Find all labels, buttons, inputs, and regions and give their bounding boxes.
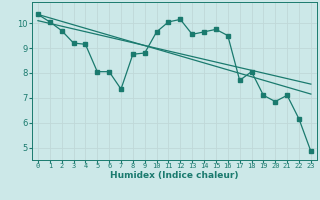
X-axis label: Humidex (Indice chaleur): Humidex (Indice chaleur)	[110, 171, 239, 180]
